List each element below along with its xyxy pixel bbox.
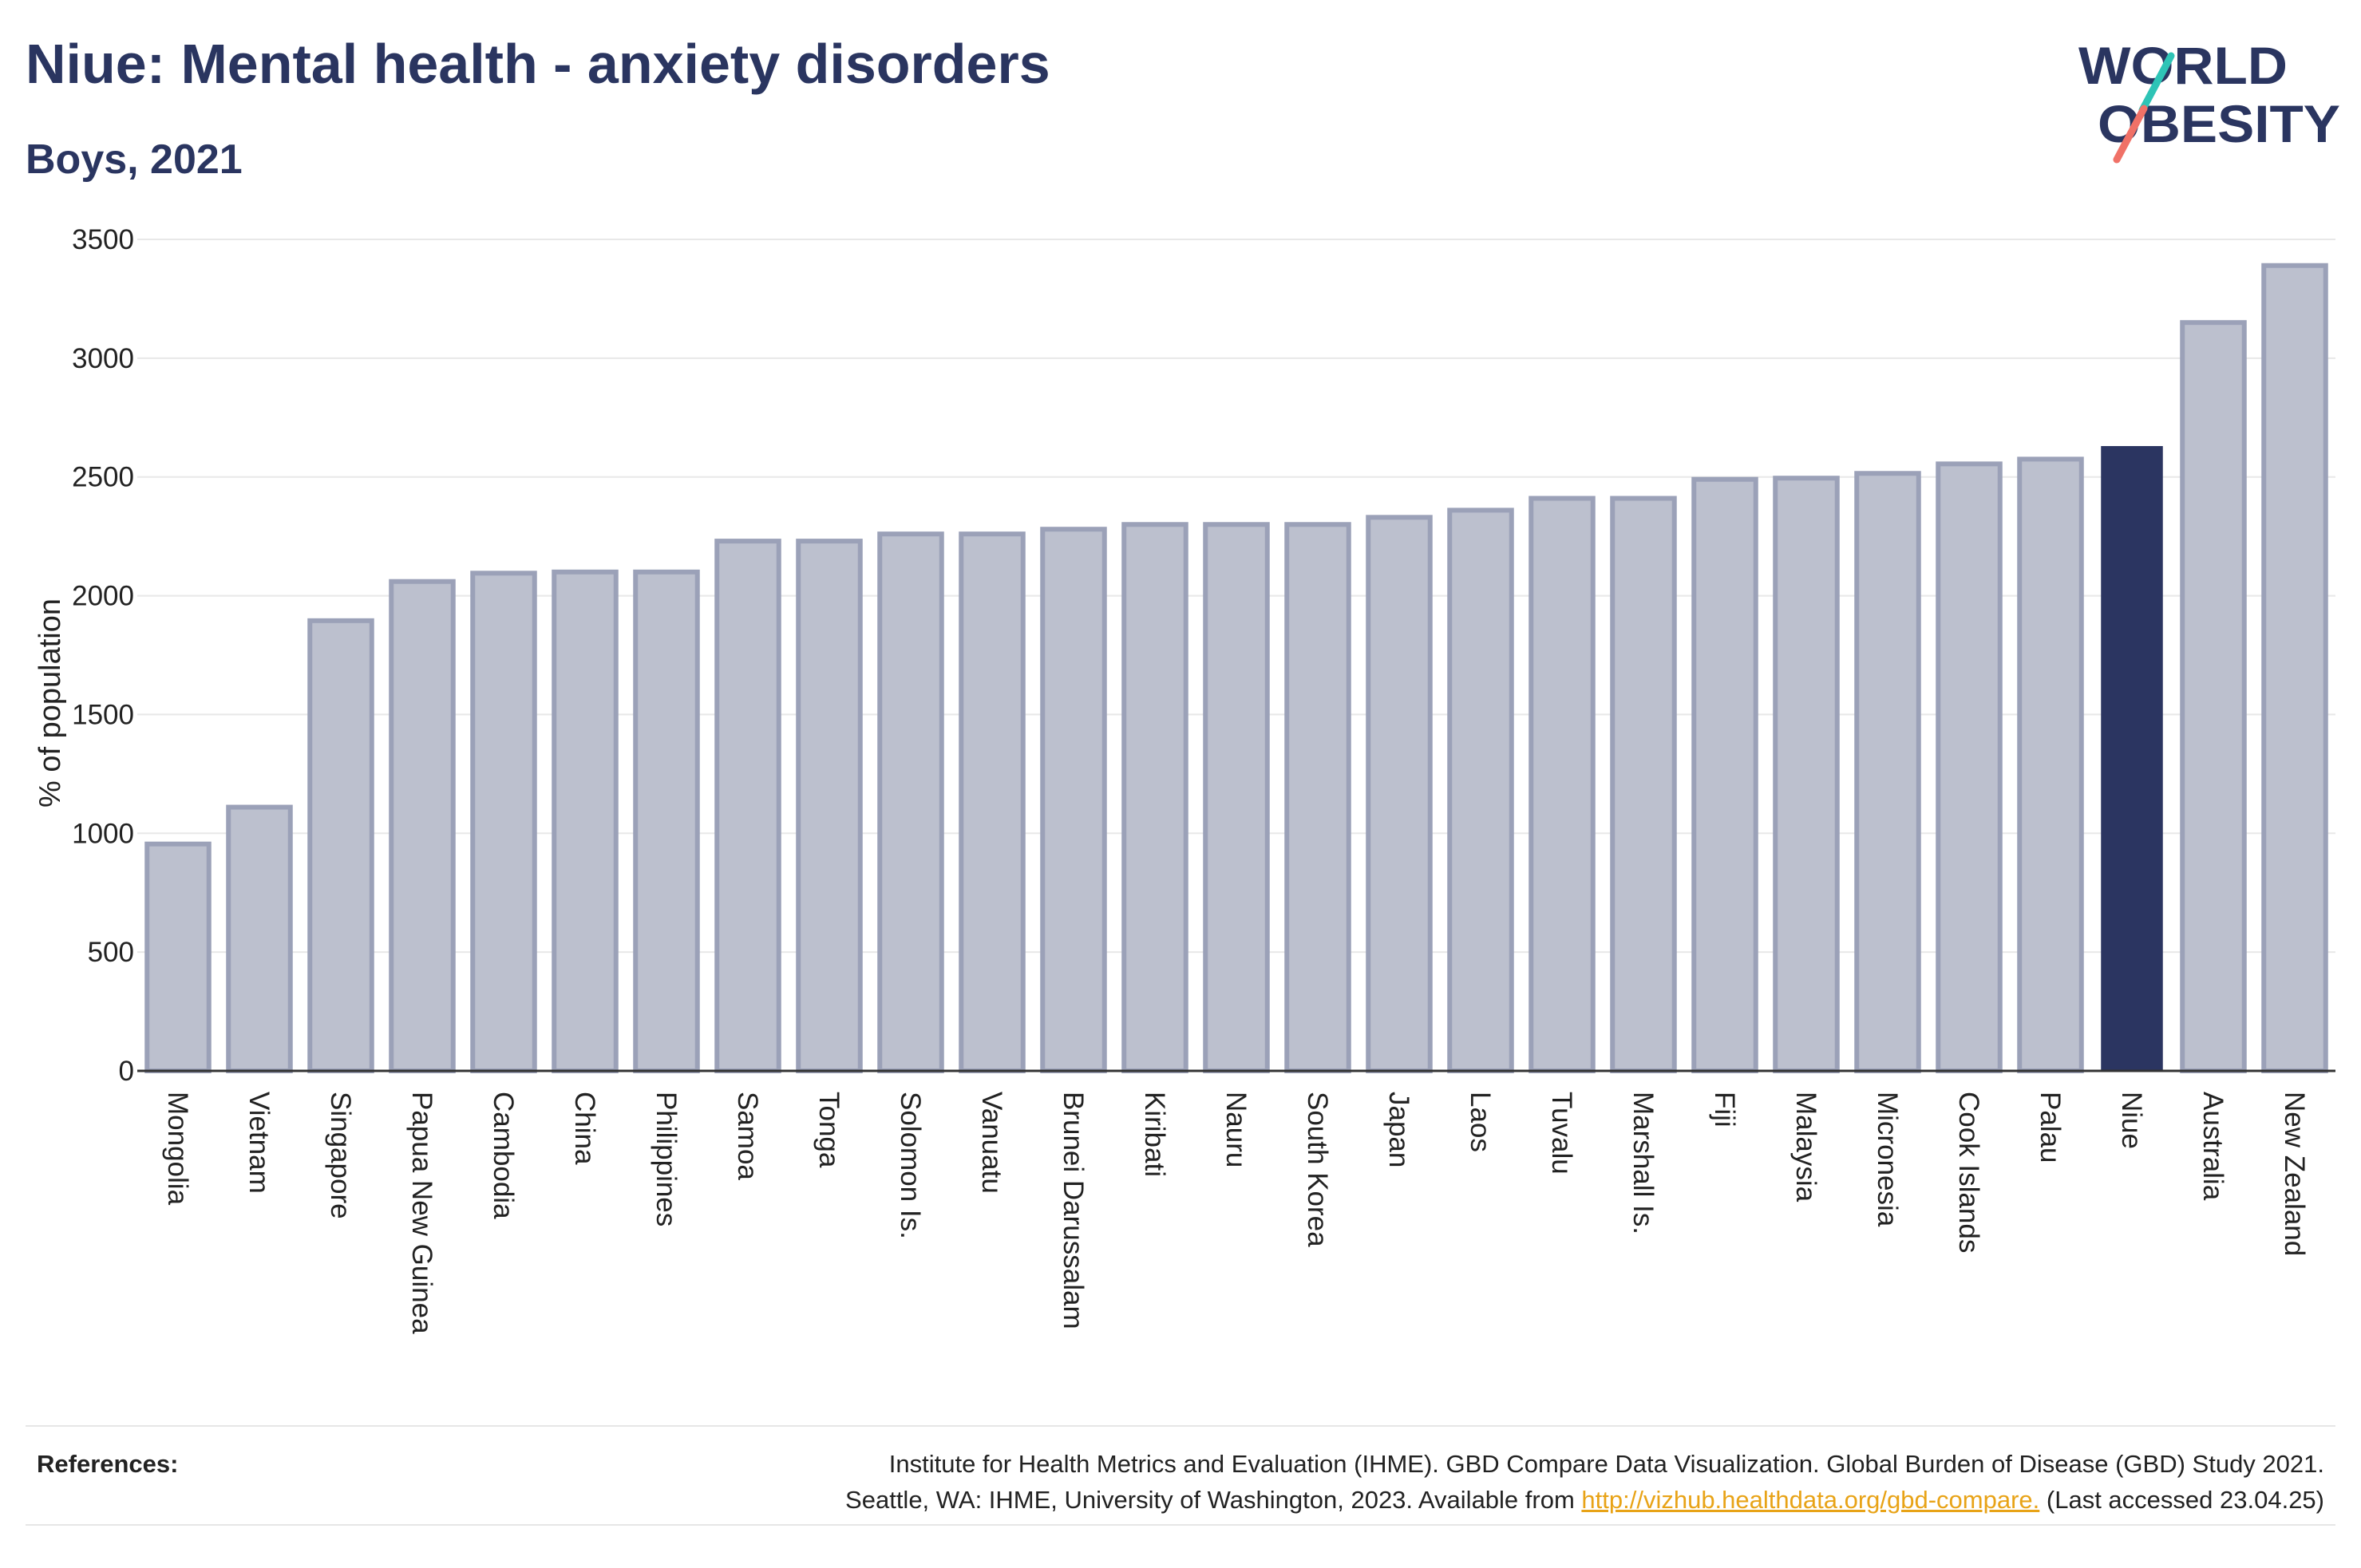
y-axis-ticks: 0 500 1000 1500 2000 2500 3000 3500 — [72, 224, 134, 1087]
x-tick-label: Vietnam — [243, 1092, 275, 1194]
references-text: Institute for Health Metrics and Evaluat… — [845, 1446, 2324, 1518]
bar-malaysia — [1773, 476, 1840, 1073]
references-label: References: — [37, 1450, 179, 1478]
x-tick-label: Brunei Darussalam — [1058, 1092, 1089, 1329]
bar-philippines — [633, 569, 700, 1073]
chart-subtitle: Boys, 2021 — [26, 136, 243, 183]
y-axis-title: % of population — [34, 598, 67, 808]
x-tick-label: Tonga — [813, 1092, 844, 1168]
references-line2: Seattle, WA: IHME, University of Washing… — [845, 1482, 2324, 1518]
x-tick-label: Australia — [2197, 1092, 2229, 1201]
bar-cook-islands — [1936, 461, 2003, 1073]
bar-brunei-darussalam — [1040, 527, 1107, 1073]
x-tick-label: Micronesia — [1872, 1092, 1903, 1227]
bar-australia — [2180, 320, 2247, 1073]
world-obesity-logo: WORLD OBESITY — [2078, 36, 2340, 164]
x-tick-label: Nauru — [1220, 1092, 1252, 1167]
y-tick-label: 1000 — [72, 818, 134, 849]
chart-title: Niue: Mental health - anxiety disorders — [26, 33, 1050, 95]
bar-cambodia — [470, 571, 537, 1073]
bar-tuvalu — [1529, 496, 1596, 1073]
bar-laos — [1447, 508, 1514, 1073]
y-tick-label: 2000 — [72, 581, 134, 612]
bar-kiribati — [1121, 522, 1188, 1073]
x-tick-label: Samoa — [732, 1092, 763, 1180]
x-tick-label: Tuvalu — [1546, 1092, 1577, 1175]
x-tick-label: South Korea — [1302, 1092, 1333, 1247]
bar-chart: 0 500 1000 1500 2000 2500 3000 3500 Mongolia Vie… — [34, 224, 2335, 1334]
logo-slash-teal — [2138, 52, 2175, 114]
x-tick-label: Vanuatu — [976, 1092, 1007, 1194]
x-tick-label: Papua New Guinea — [406, 1092, 437, 1334]
references-top-rule — [26, 1425, 2335, 1427]
x-tick-label: Niue — [2116, 1092, 2147, 1149]
x-tick-label: Solomon Is. — [895, 1092, 926, 1239]
bar-solomon-is — [877, 531, 944, 1073]
x-tick-label: Marshall Is. — [1627, 1092, 1659, 1234]
references-line2-suffix: (Last accessed 23.04.25) — [2039, 1486, 2324, 1514]
references-bottom-rule — [26, 1524, 2335, 1526]
bar-marshall-is — [1610, 496, 1677, 1073]
bars — [144, 263, 2328, 1074]
y-tick-label: 3500 — [72, 224, 134, 255]
y-tick-label: 500 — [88, 937, 134, 968]
y-tick-label: 3000 — [72, 343, 134, 374]
bar-tonga — [796, 539, 863, 1073]
bar-vietnam — [226, 804, 293, 1074]
x-tick-label: Singapore — [325, 1092, 356, 1219]
bar-fiji — [1691, 476, 1758, 1073]
x-tick-label: Cook Islands — [1953, 1092, 1984, 1253]
bar-niue — [2101, 446, 2163, 1071]
logo-slash-coral — [2113, 105, 2148, 164]
bar-new-zealand — [2261, 263, 2328, 1073]
x-tick-label: Fiji — [1709, 1092, 1740, 1128]
bar-micronesia — [1854, 471, 1921, 1073]
bar-japan — [1366, 515, 1433, 1073]
bar-nauru — [1203, 522, 1270, 1073]
bar-papua-new-guinea — [389, 579, 456, 1073]
x-tick-label: Japan — [1383, 1092, 1414, 1167]
bar-mongolia — [144, 841, 212, 1073]
x-tick-label: Cambodia — [488, 1092, 519, 1219]
bar-singapore — [307, 618, 374, 1073]
x-tick-label: Malaysia — [1790, 1092, 1821, 1203]
references-line1: Institute for Health Metrics and Evaluat… — [888, 1450, 2324, 1478]
x-axis-labels: Mongolia Vietnam Singapore Papua New Guinea… — [162, 1092, 2310, 1334]
x-tick-label: Philippines — [651, 1092, 682, 1226]
references-link[interactable]: http://vizhub.healthdata.org/gbd-compare… — [1581, 1486, 2040, 1514]
y-tick-label: 1500 — [72, 699, 134, 730]
bar-china — [552, 569, 619, 1073]
x-tick-label: China — [569, 1092, 600, 1165]
bar-south-korea — [1284, 522, 1351, 1073]
x-tick-label: Laos — [1465, 1092, 1496, 1152]
bar-samoa — [714, 539, 781, 1073]
x-tick-label: New Zealand — [2279, 1092, 2310, 1256]
y-tick-label: 2500 — [72, 462, 134, 493]
x-tick-label: Palau — [2035, 1092, 2066, 1163]
x-tick-label: Kiribati — [1139, 1092, 1170, 1177]
references-line2-prefix: Seattle, WA: IHME, University of Washing… — [845, 1486, 1582, 1514]
x-tick-label: Mongolia — [162, 1092, 193, 1206]
logo-line1: WORLD — [2078, 36, 2288, 95]
bar-palau — [2017, 456, 2084, 1073]
y-tick-label: 0 — [119, 1056, 134, 1087]
bar-vanuatu — [959, 531, 1026, 1073]
